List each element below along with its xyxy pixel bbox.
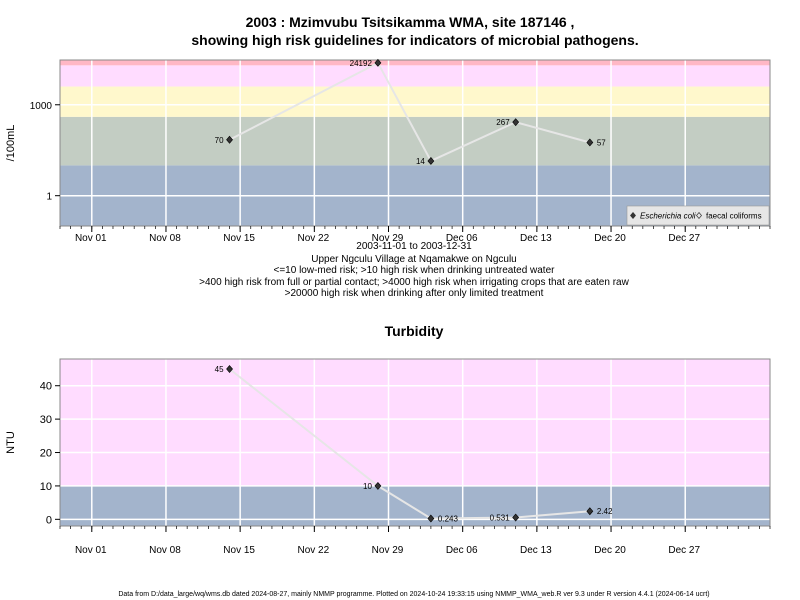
data-label: 14 (416, 157, 425, 166)
data-label: 45 (215, 365, 224, 374)
risk-band (60, 86, 770, 117)
caption-risk-3: >20000 high risk when drinking after onl… (285, 288, 544, 299)
x-tick-label: Nov 22 (297, 545, 329, 556)
data-point (586, 138, 594, 147)
chart-title-line-2: showing high risk guidelines for indicat… (191, 32, 638, 48)
data-point (427, 156, 435, 165)
legend-marker (696, 211, 702, 220)
y-tick-label: 30 (40, 414, 52, 426)
y-tick-label: 40 (40, 381, 52, 393)
risk-band (60, 60, 770, 66)
x-tick-label: Nov 15 (223, 545, 255, 556)
microbial-chart: Nov 01 Nov 08 Nov 15 Nov 22 Nov 29 Dec 06 Dec … (5, 58, 771, 244)
caption-risk-1: <=10 low-med risk; >10 high risk when dr… (274, 265, 556, 276)
legend-label: faecal coliforms (706, 212, 762, 221)
risk-band (60, 65, 770, 87)
y-axis-label: NTU (5, 431, 17, 454)
data-label: 267 (496, 118, 510, 127)
x-tick-label: Nov 29 (372, 545, 404, 556)
x-tick-label: Dec 27 (668, 545, 700, 556)
risk-band (60, 359, 770, 486)
y-tick-label: 1 (46, 192, 52, 203)
x-tick-label: Nov 15 (223, 233, 255, 244)
data-point (374, 58, 382, 67)
caption-date-range: 2003-11-01 to 2003-12-31 (356, 241, 472, 252)
data-label: 70 (215, 136, 224, 145)
x-tick-label: Dec 20 (594, 545, 626, 556)
x-tick-label: Dec 06 (446, 233, 478, 244)
x-tick-label: Dec 20 (594, 233, 626, 244)
chart-title-line-1: 2003 : Mzimvubu Tsitsikamma WMA, site 18… (246, 14, 575, 30)
data-point (226, 365, 233, 373)
x-tick-label: Dec 13 (520, 545, 552, 556)
data-label: 10 (363, 482, 372, 491)
legend-marker (630, 211, 636, 220)
plot-frame (59, 59, 771, 227)
x-tick-label: Dec 06 (446, 545, 478, 556)
plot-frame (59, 358, 771, 527)
x-tick-label: Nov 29 (372, 233, 404, 244)
legend-box (626, 205, 770, 226)
data-label: 57 (597, 138, 606, 147)
x-tick-label: Nov 08 (149, 545, 181, 556)
data-point (586, 507, 594, 516)
risk-band (60, 116, 770, 166)
data-label: 24192 (350, 59, 373, 68)
y-tick-label: 20 (40, 448, 52, 460)
x-tick-label: Dec 13 (520, 233, 552, 244)
x-tick-label: Nov 08 (149, 233, 181, 244)
legend-label: Escherichia coli (640, 212, 696, 221)
turbidity-chart: Nov 01 Nov 08 Nov 15 Nov 22 Nov 29 Dec 06 Dec … (5, 358, 771, 556)
data-point (512, 513, 520, 522)
x-tick-label: Nov 01 (75, 545, 107, 556)
y-tick-label: 0 (46, 514, 52, 526)
data-label: 2.42 (597, 507, 613, 516)
data-point (512, 118, 520, 127)
caption-site: Upper Ngculu Village at Nqamakwe on Ngcu… (311, 254, 516, 265)
data-point (427, 514, 435, 523)
caption-risk-2: >400 high risk from full or partial cont… (199, 277, 629, 288)
x-tick-label: Nov 22 (297, 233, 329, 244)
y-tick-label: 1000 (30, 101, 53, 112)
x-tick-label: Dec 27 (668, 233, 700, 244)
data-point (226, 135, 233, 144)
footer-note: Data from D:/data_large/wq/wms.db dated … (118, 591, 709, 598)
y-axis-label: /100mL (5, 125, 17, 162)
y-tick-label: 10 (40, 481, 52, 493)
x-tick-label: Nov 01 (75, 233, 107, 244)
turbidity-title: Turbidity (385, 323, 444, 339)
data-point (374, 481, 382, 490)
data-label: 0.531 (490, 514, 511, 523)
data-label: 0.243 (438, 515, 459, 524)
